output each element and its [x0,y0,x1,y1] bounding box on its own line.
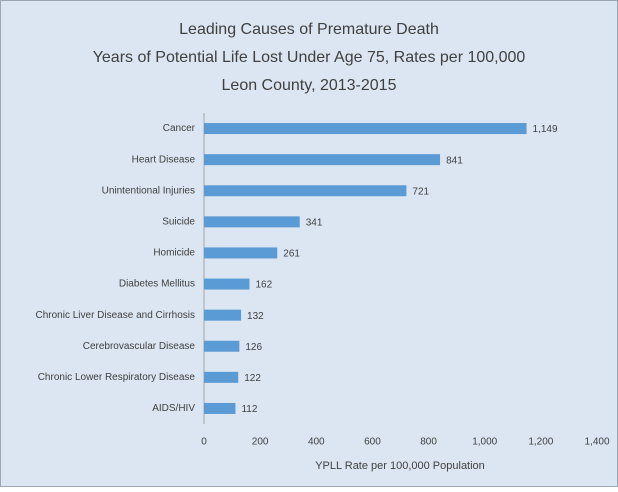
y-tick-label: Suicide [162,216,195,227]
chart-subtitle: Years of Potential Life Lost Under Age 7… [93,49,526,66]
data-label: 162 [255,280,272,291]
y-tick-label: Chronic Liver Disease and Cirrhosis [35,310,195,321]
data-label: 132 [247,311,264,322]
data-label: 122 [244,373,261,384]
x-tick-label: 400 [308,437,325,448]
data-label: 126 [245,342,262,353]
x-tick-label: 0 [201,437,207,448]
data-label: 261 [283,249,300,260]
bar [204,309,242,321]
bar [204,278,250,290]
bar [204,154,441,166]
x-tick-label: 1,200 [528,437,553,448]
y-tick-label: AIDS/HIV [152,403,195,414]
data-label: 721 [412,186,429,197]
bar [204,340,240,352]
y-tick-label: Diabetes Mellitus [119,279,195,290]
bar [204,216,300,228]
y-tick-label: Cancer [163,123,196,134]
bar [204,402,236,414]
x-tick-label: 1,400 [584,437,609,448]
y-tick-label: Chronic Lower Respiratory Disease [38,372,196,383]
x-tick-label: 800 [420,437,437,448]
x-tick-label: 1,000 [472,437,497,448]
chart-title: Leading Causes of Premature Death [179,21,439,38]
bar [204,247,278,259]
data-label: 341 [306,217,323,228]
chart-subtitle: Leon County, 2013-2015 [222,77,397,94]
bar [204,185,407,197]
y-tick-label: Unintentional Injuries [102,185,195,196]
data-label: 112 [241,404,257,415]
bar [204,123,527,135]
x-axis-label: YPLL Rate per 100,000 Population [315,460,485,472]
x-tick-label: 200 [252,437,269,448]
y-tick-label: Heart Disease [132,154,196,165]
bar [204,371,239,383]
x-tick-label: 600 [364,437,381,448]
data-label: 841 [446,155,463,166]
y-tick-label: Homicide [153,248,195,259]
data-label: 1,149 [533,124,558,135]
y-tick-label: Cerebrovascular Disease [83,341,196,352]
